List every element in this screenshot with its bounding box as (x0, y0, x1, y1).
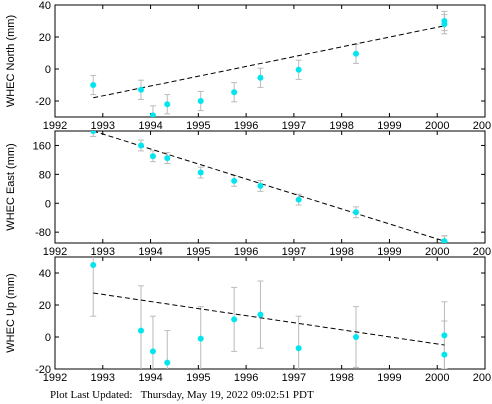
y-tick-label: 160 (33, 140, 51, 152)
data-point (295, 196, 302, 203)
data-point (441, 332, 448, 339)
data-point (138, 142, 144, 149)
data-point (138, 327, 144, 334)
x-tick-label: 1995 (186, 372, 210, 384)
y-tick-label: 0 (45, 198, 51, 210)
data-point (164, 359, 171, 366)
x-tick-label: 1996 (234, 372, 258, 384)
x-tick-label: 1999 (377, 372, 401, 384)
x-tick-label: 1994 (138, 120, 162, 132)
x-tick-label: 2000 (425, 120, 449, 132)
x-tick-label: 1995 (186, 246, 210, 258)
data-point (90, 262, 97, 268)
data-point (164, 101, 171, 108)
x-tick-label: 1993 (91, 372, 115, 384)
plot-frame (54, 4, 486, 118)
x-tick-label: 1996 (234, 120, 258, 132)
data-point (441, 238, 448, 243)
x-tick-label: 1998 (329, 372, 353, 384)
x-tick-label: 1998 (329, 120, 353, 132)
footer-value: Thursday, May 19, 2022 09:02:51 PDT (140, 389, 314, 401)
y-tick-label: 20 (39, 300, 51, 312)
data-point (197, 98, 204, 104)
x-tick-label: 1995 (186, 120, 210, 132)
data-point (353, 209, 359, 216)
y-tick-label: 40 (39, 0, 51, 12)
y-tick-label: 0 (45, 64, 51, 76)
x-tick-label: 1999 (377, 120, 401, 132)
x-tick-label: 1992 (43, 246, 67, 258)
x-tick-label: 2000 (425, 246, 449, 258)
chart-panel-1: 1992 1993 1994 1995 1996 1997 1998 1999 2000 2001… (5, 0, 492, 132)
x-tick-label: 1998 (329, 246, 353, 258)
data-point (90, 131, 97, 134)
x-tick-label: 1996 (234, 246, 258, 258)
data-point (90, 82, 97, 88)
data-point (441, 21, 448, 28)
plot-updated-footer: Plot Last Updated: Thursday, May 19, 202… (50, 389, 314, 401)
y-tick-label: -80 (35, 227, 51, 239)
x-tick-label: 2000 (425, 372, 449, 384)
y-axis-label: WHEC East (mm) (5, 143, 17, 230)
data-point (149, 112, 156, 117)
data-layer (90, 131, 448, 243)
data-point (231, 316, 238, 323)
data-point (197, 169, 204, 176)
data-point (138, 86, 144, 93)
x-tick-label: 2001 (473, 372, 492, 384)
chart-panel-3: 1992 1993 1994 1995 1996 1997 1998 1999 2000 2001… (5, 256, 492, 384)
data-point (149, 348, 156, 355)
trend-line (93, 292, 445, 346)
x-tick-label: 1997 (282, 246, 306, 258)
x-tick-label: 1993 (91, 120, 115, 132)
y-tick-label: 80 (39, 169, 51, 181)
data-point (231, 89, 238, 96)
data-point (231, 177, 238, 184)
x-tick-label: 1997 (282, 372, 306, 384)
footer-label: Plot Last Updated: (50, 389, 133, 401)
x-tick-label: 2001 (473, 246, 492, 258)
data-point (257, 74, 264, 81)
data-point (441, 351, 448, 358)
x-tick-label: 1999 (377, 246, 401, 258)
x-tick-label: 1993 (91, 246, 115, 258)
x-tick-label: 1997 (282, 120, 306, 132)
data-point (353, 334, 359, 340)
y-axis-label: WHEC North (mm) (5, 15, 17, 107)
chart-panel-2: 1992 1993 1994 1995 1996 1997 1998 1999 2000 2001… (5, 130, 492, 258)
plot-frame (54, 256, 486, 370)
x-tick-label: 1992 (43, 120, 67, 132)
data-point (257, 311, 264, 318)
x-tick-label: 1992 (43, 372, 67, 384)
data-point (257, 182, 264, 189)
x-tick-label: 1994 (138, 372, 162, 384)
plot-frame (54, 130, 486, 244)
data-point (197, 335, 204, 342)
data-point (149, 153, 156, 160)
data-point (295, 345, 302, 352)
y-axis-label: WHEC Up (mm) (5, 273, 17, 352)
data-point (353, 50, 359, 57)
trend-line (93, 25, 445, 99)
y-tick-label: 40 (39, 268, 51, 280)
y-tick-label: -20 (35, 364, 51, 376)
data-layer (90, 257, 448, 369)
y-tick-label: -20 (35, 96, 51, 108)
data-point (295, 66, 302, 73)
x-tick-label: 1994 (138, 246, 162, 258)
y-tick-label: 0 (45, 332, 51, 344)
x-tick-label: 2001 (473, 120, 492, 132)
y-tick-label: 20 (39, 32, 51, 44)
data-point (164, 155, 171, 162)
data-layer (90, 10, 448, 117)
trend-line (93, 131, 445, 242)
